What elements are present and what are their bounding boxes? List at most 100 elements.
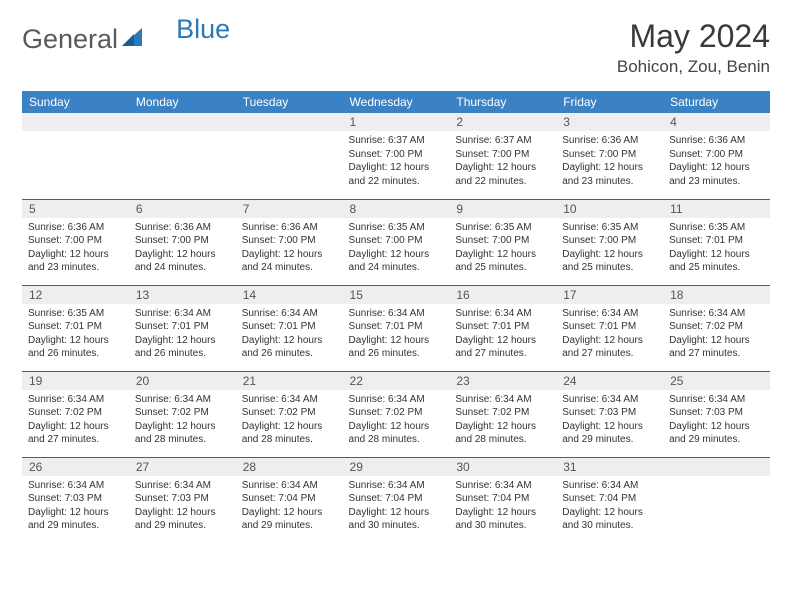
day-number: 8 bbox=[343, 200, 450, 218]
day-number: 10 bbox=[556, 200, 663, 218]
day-cell: 14Sunrise: 6:34 AMSunset: 7:01 PMDayligh… bbox=[236, 285, 343, 371]
day-cell: 27 Sunrise: 6:34 AMSunset: 7:03 PMDayligh… bbox=[129, 457, 236, 543]
day-cell: 6 Sunrise: 6:36 AMSunset: 7:00 PMDaylight… bbox=[129, 199, 236, 285]
day-cell: 25 Sunrise: 6:34 AMSunset: 7:03 PMDayligh… bbox=[663, 371, 770, 457]
day-info: Sunrise: 6:36 AMSunset: 7:00 PMDaylight:… bbox=[663, 133, 770, 188]
day-number: 17 bbox=[556, 286, 663, 304]
calendar-head: SundayMondayTuesdayWednesdayThursdayFrid… bbox=[22, 91, 770, 113]
logo-sail-icon bbox=[120, 26, 144, 53]
day-number: 6 bbox=[129, 200, 236, 218]
day-number: 18 bbox=[663, 286, 770, 304]
day-cell: 15 Sunrise: 6:34 AMSunset: 7:01 PMDayligh… bbox=[343, 285, 450, 371]
day-cell: 1Sunrise: 6:37 AMSunset: 7:00 PMDaylight… bbox=[343, 113, 450, 199]
day-info: Sunrise: 6:34 AMSunset: 7:02 PMDaylight:… bbox=[449, 392, 556, 447]
day-number: 12 bbox=[22, 286, 129, 304]
day-number: 26 bbox=[22, 458, 129, 476]
day-number: 5 bbox=[22, 200, 129, 218]
day-cell: 31 Sunrise: 6:34 AMSunset: 7:04 PMDayligh… bbox=[556, 457, 663, 543]
day-info: Sunrise: 6:36 AMSunset: 7:00 PMDaylight:… bbox=[556, 133, 663, 188]
day-number: 16 bbox=[449, 286, 556, 304]
day-info: Sunrise: 6:35 AMSunset: 7:00 PMDaylight:… bbox=[556, 220, 663, 275]
day-number: 4 bbox=[663, 113, 770, 131]
day-cell: 30 Sunrise: 6:34 AMSunset: 7:04 PMDayligh… bbox=[449, 457, 556, 543]
dayname-monday: Monday bbox=[129, 91, 236, 113]
day-cell bbox=[129, 113, 236, 199]
day-cell bbox=[663, 457, 770, 543]
day-info: Sunrise: 6:34 AMSunset: 7:03 PMDaylight:… bbox=[129, 478, 236, 533]
day-info: Sunrise: 6:34 AMSunset: 7:01 PMDaylight:… bbox=[343, 306, 450, 361]
day-info: Sunrise: 6:36 AMSunset: 7:00 PMDaylight:… bbox=[129, 220, 236, 275]
day-cell bbox=[22, 113, 129, 199]
day-info: Sunrise: 6:35 AMSunset: 7:01 PMDaylight:… bbox=[663, 220, 770, 275]
dayname-friday: Friday bbox=[556, 91, 663, 113]
week-row: 1Sunrise: 6:37 AMSunset: 7:00 PMDaylight… bbox=[22, 113, 770, 199]
day-cell bbox=[236, 113, 343, 199]
day-number: 30 bbox=[449, 458, 556, 476]
day-info: Sunrise: 6:34 AMSunset: 7:04 PMDaylight:… bbox=[556, 478, 663, 533]
day-cell: 20Sunrise: 6:34 AMSunset: 7:02 PMDayligh… bbox=[129, 371, 236, 457]
day-number: 29 bbox=[343, 458, 450, 476]
day-number-empty bbox=[22, 113, 129, 131]
day-info: Sunrise: 6:36 AMSunset: 7:00 PMDaylight:… bbox=[22, 220, 129, 275]
day-cell: 13 Sunrise: 6:34 AMSunset: 7:01 PMDayligh… bbox=[129, 285, 236, 371]
day-info: Sunrise: 6:34 AMSunset: 7:02 PMDaylight:… bbox=[236, 392, 343, 447]
day-number: 31 bbox=[556, 458, 663, 476]
week-row: 26Sunrise: 6:34 AMSunset: 7:03 PMDayligh… bbox=[22, 457, 770, 543]
day-cell: 26Sunrise: 6:34 AMSunset: 7:03 PMDayligh… bbox=[22, 457, 129, 543]
day-number: 13 bbox=[129, 286, 236, 304]
day-cell: 21Sunrise: 6:34 AMSunset: 7:02 PMDayligh… bbox=[236, 371, 343, 457]
day-cell: 28 Sunrise: 6:34 AMSunset: 7:04 PMDayligh… bbox=[236, 457, 343, 543]
week-row: 19 Sunrise: 6:34 AMSunset: 7:02 PMDayligh… bbox=[22, 371, 770, 457]
dayname-thursday: Thursday bbox=[449, 91, 556, 113]
day-number: 22 bbox=[343, 372, 450, 390]
day-number: 2 bbox=[449, 113, 556, 131]
day-number: 25 bbox=[663, 372, 770, 390]
day-number: 15 bbox=[343, 286, 450, 304]
day-info: Sunrise: 6:34 AMSunset: 7:02 PMDaylight:… bbox=[22, 392, 129, 447]
day-cell: 8Sunrise: 6:35 AMSunset: 7:00 PMDaylight… bbox=[343, 199, 450, 285]
location: Bohicon, Zou, Benin bbox=[617, 57, 770, 77]
day-cell: 4 Sunrise: 6:36 AMSunset: 7:00 PMDaylight… bbox=[663, 113, 770, 199]
day-info: Sunrise: 6:34 AMSunset: 7:01 PMDaylight:… bbox=[556, 306, 663, 361]
day-cell: 11 Sunrise: 6:35 AMSunset: 7:01 PMDayligh… bbox=[663, 199, 770, 285]
week-row: 12Sunrise: 6:35 AMSunset: 7:01 PMDayligh… bbox=[22, 285, 770, 371]
day-info: Sunrise: 6:34 AMSunset: 7:02 PMDaylight:… bbox=[663, 306, 770, 361]
day-number: 3 bbox=[556, 113, 663, 131]
day-number-empty bbox=[663, 458, 770, 476]
day-number: 19 bbox=[22, 372, 129, 390]
day-cell: 10 Sunrise: 6:35 AMSunset: 7:00 PMDayligh… bbox=[556, 199, 663, 285]
day-cell: 18 Sunrise: 6:34 AMSunset: 7:02 PMDayligh… bbox=[663, 285, 770, 371]
day-info: Sunrise: 6:34 AMSunset: 7:01 PMDaylight:… bbox=[129, 306, 236, 361]
week-row: 5Sunrise: 6:36 AMSunset: 7:00 PMDaylight… bbox=[22, 199, 770, 285]
day-number: 9 bbox=[449, 200, 556, 218]
day-info: Sunrise: 6:34 AMSunset: 7:02 PMDaylight:… bbox=[343, 392, 450, 447]
day-cell: 12Sunrise: 6:35 AMSunset: 7:01 PMDayligh… bbox=[22, 285, 129, 371]
day-number: 7 bbox=[236, 200, 343, 218]
day-info: Sunrise: 6:34 AMSunset: 7:04 PMDaylight:… bbox=[343, 478, 450, 533]
day-info: Sunrise: 6:34 AMSunset: 7:03 PMDaylight:… bbox=[663, 392, 770, 447]
day-cell: 2Sunrise: 6:37 AMSunset: 7:00 PMDaylight… bbox=[449, 113, 556, 199]
day-cell: 3 Sunrise: 6:36 AMSunset: 7:00 PMDaylight… bbox=[556, 113, 663, 199]
day-number: 23 bbox=[449, 372, 556, 390]
day-info: Sunrise: 6:34 AMSunset: 7:01 PMDaylight:… bbox=[449, 306, 556, 361]
title-block: May 2024 Bohicon, Zou, Benin bbox=[617, 18, 770, 77]
day-cell: 24Sunrise: 6:34 AMSunset: 7:03 PMDayligh… bbox=[556, 371, 663, 457]
day-number: 1 bbox=[343, 113, 450, 131]
dayname-wednesday: Wednesday bbox=[343, 91, 450, 113]
logo: General Blue bbox=[22, 24, 230, 55]
day-info: Sunrise: 6:34 AMSunset: 7:01 PMDaylight:… bbox=[236, 306, 343, 361]
day-cell: 22 Sunrise: 6:34 AMSunset: 7:02 PMDayligh… bbox=[343, 371, 450, 457]
day-number: 11 bbox=[663, 200, 770, 218]
logo-text-blue: Blue bbox=[176, 14, 230, 45]
day-info: Sunrise: 6:34 AMSunset: 7:04 PMDaylight:… bbox=[449, 478, 556, 533]
day-cell: 19 Sunrise: 6:34 AMSunset: 7:02 PMDayligh… bbox=[22, 371, 129, 457]
dayname-sunday: Sunday bbox=[22, 91, 129, 113]
day-number: 28 bbox=[236, 458, 343, 476]
day-number: 27 bbox=[129, 458, 236, 476]
day-cell: 17 Sunrise: 6:34 AMSunset: 7:01 PMDayligh… bbox=[556, 285, 663, 371]
day-cell: 29 Sunrise: 6:34 AMSunset: 7:04 PMDayligh… bbox=[343, 457, 450, 543]
day-info: Sunrise: 6:34 AMSunset: 7:04 PMDaylight:… bbox=[236, 478, 343, 533]
month-title: May 2024 bbox=[617, 18, 770, 55]
calendar-table: SundayMondayTuesdayWednesdayThursdayFrid… bbox=[22, 91, 770, 543]
day-info: Sunrise: 6:36 AMSunset: 7:00 PMDaylight:… bbox=[236, 220, 343, 275]
